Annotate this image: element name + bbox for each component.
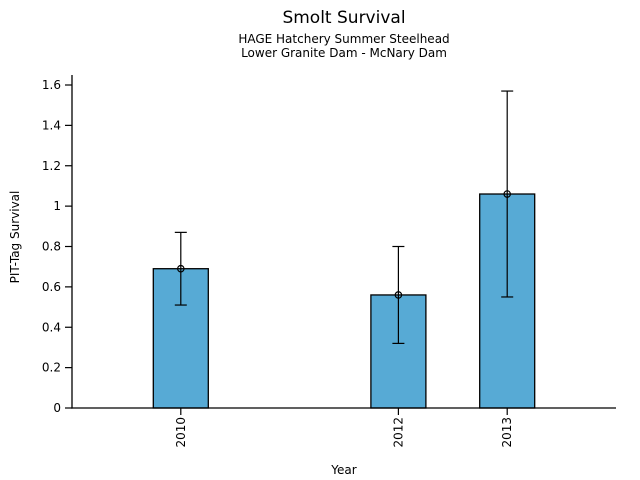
y-axis-tick-label: 1.2 xyxy=(42,159,61,173)
x-axis-tick-label: 2010 xyxy=(174,417,188,448)
x-axis-tick-label: 2012 xyxy=(391,417,405,448)
chart-title: Smolt Survival xyxy=(282,8,406,28)
y-axis-tick-label: 1.4 xyxy=(42,118,61,132)
chart-subtitle-line2: Lower Granite Dam - McNary Dam xyxy=(241,46,447,60)
chart-subtitle-line1: HAGE Hatchery Summer Steelhead xyxy=(238,32,450,46)
chart-header: Smolt Survival HAGE Hatchery Summer Stee… xyxy=(72,8,616,61)
y-axis-tick-label: 0.8 xyxy=(42,240,61,254)
x-axis-tick-label: 2013 xyxy=(500,417,514,448)
y-axis-tick-label: 1.6 xyxy=(42,78,61,92)
y-axis-tick-label: 0.4 xyxy=(42,320,61,334)
y-axis-tick-label: 0 xyxy=(53,401,61,415)
x-axis-label: Year xyxy=(330,463,356,477)
y-axis-label: PIT-Tag Survival xyxy=(8,191,22,284)
y-axis-tick-label: 0.6 xyxy=(42,280,61,294)
point-marker xyxy=(177,264,185,273)
y-axis-tick-label: 0.2 xyxy=(42,361,61,375)
y-axis-tick-label: 1 xyxy=(53,199,61,213)
point-marker xyxy=(394,291,403,299)
point-marker xyxy=(503,190,512,198)
